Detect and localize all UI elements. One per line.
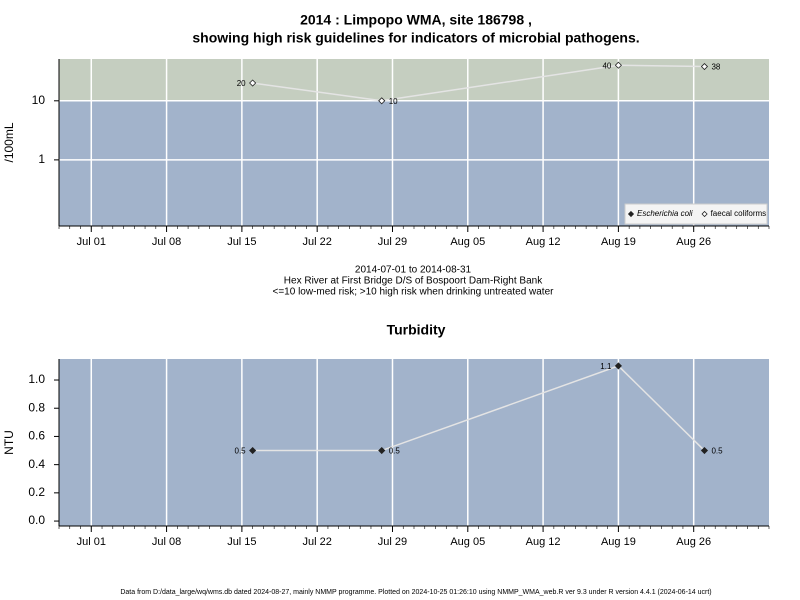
data-label: 0.5 [235,447,247,456]
data-point [378,97,386,105]
chart-title: showing high risk guidelines for indicat… [192,30,639,46]
data-label: 38 [711,63,720,72]
data-point [249,446,257,455]
y-tick-label: 1.0 [28,372,45,386]
data-label: 10 [389,97,398,106]
data-point [614,61,622,69]
y-tick-label: 1 [38,152,45,166]
x-tick-label: Aug 19 [601,236,636,248]
data-point [249,79,257,87]
data-point [700,446,709,455]
legend-label: Escherichia coli [637,209,693,218]
legend-marker [627,210,635,218]
x-tick-label: Jul 01 [77,536,106,548]
x-tick-label: Jul 15 [227,236,256,248]
series-line [252,365,705,452]
x-tick-label: Aug 12 [526,536,561,548]
y-axis-label: /100mL [2,122,16,162]
data-label: 0.5 [389,447,401,456]
chart-title: Turbidity [387,322,446,338]
x-tick-label: Jul 22 [303,236,332,248]
x-tick-label: Aug 26 [676,236,711,248]
x-tick-label: Jul 29 [378,236,407,248]
data-label: 1.1 [600,362,612,371]
x-tick-label: Jul 08 [152,236,181,248]
data-label: 20 [237,79,246,88]
y-axis-label: NTU [2,430,16,455]
chart-title: 2014 : Limpopo WMA, site 186798 , [300,12,532,28]
subtitle: 2014-07-01 to 2014-08-31 [355,265,472,276]
x-tick-label: Aug 26 [676,536,711,548]
x-tick-label: Jul 15 [227,536,256,548]
subtitle: Hex River at First Bridge D/S of Bospoor… [284,276,543,287]
x-tick-label: Jul 22 [303,536,332,548]
y-tick-label: 0.4 [28,457,45,471]
x-tick-label: Jul 01 [77,236,106,248]
x-tick-label: Jul 08 [152,536,181,548]
legend-marker [701,210,708,218]
series-line [252,64,705,102]
y-tick-label: 0.0 [28,513,45,527]
data-point [378,446,386,455]
x-tick-label: Aug 05 [450,536,485,548]
x-tick-label: Aug 19 [601,536,636,548]
y-tick-label: 10 [32,93,46,107]
data-label: 40 [602,61,611,70]
legend-label: faecal coliforms [711,209,767,218]
data-point [614,362,622,370]
y-tick-label: 0.6 [28,429,45,443]
y-tick-label: 0.2 [28,485,45,499]
x-tick-label: Jul 29 [378,536,407,548]
legend-box [624,203,768,225]
data-point [700,62,709,71]
subtitle: <=10 low-med risk; >10 high risk when dr… [273,287,555,298]
x-tick-label: Aug 12 [526,236,561,248]
plot-background [59,359,769,526]
footer: Data from D:/data_large/wq/wms.db dated … [120,589,711,596]
x-tick-label: Aug 05 [450,236,485,248]
data-label: 0.5 [711,447,723,456]
y-tick-label: 0.8 [28,400,45,414]
